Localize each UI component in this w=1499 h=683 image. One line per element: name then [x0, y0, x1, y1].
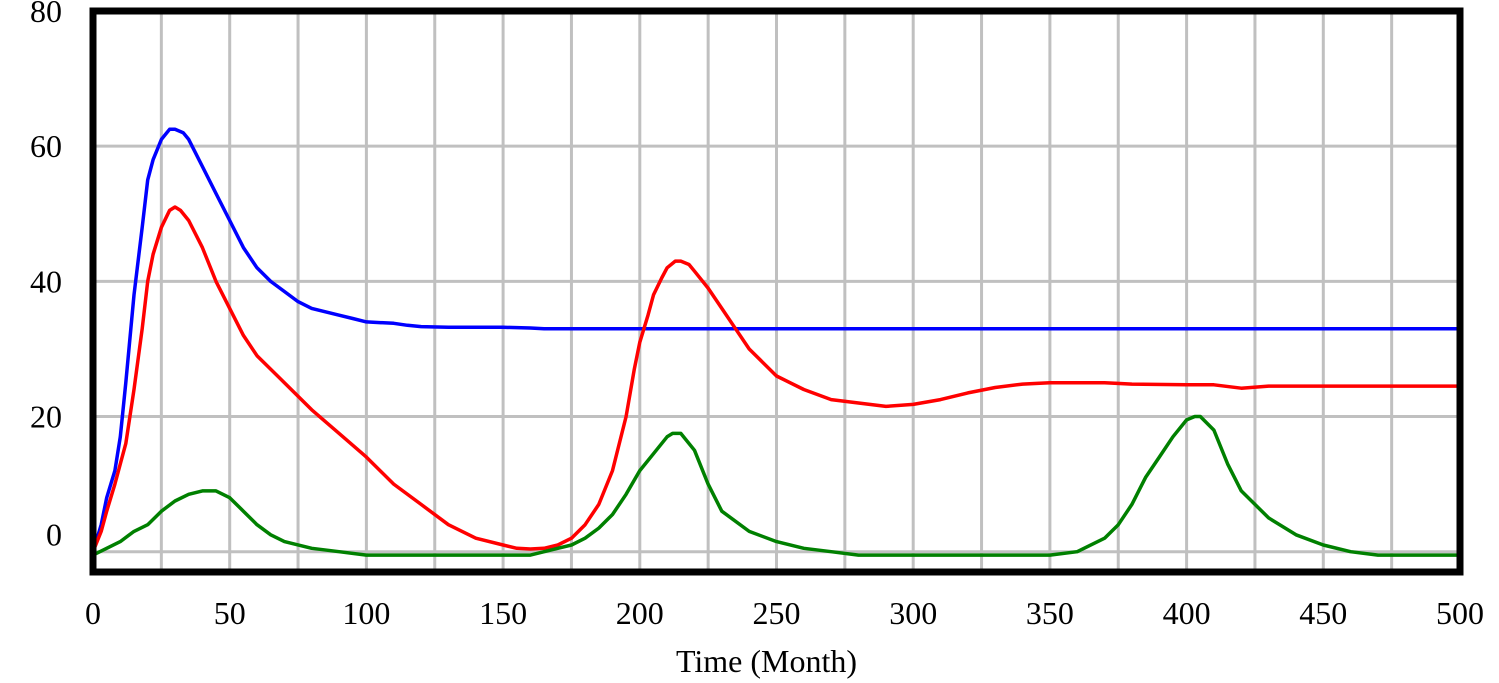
- x-tick-label: 250: [753, 595, 801, 631]
- y-tick-label: 80: [30, 0, 62, 29]
- x-axis-ticks: 0 50 100 150 200 250 300 350 400 450 500: [85, 595, 1484, 631]
- y-axis-ticks: 0 20 40 60 80: [30, 0, 62, 553]
- x-tick-label: 400: [1163, 595, 1211, 631]
- series-line-3: [92, 414, 1460, 557]
- x-tick-label: 100: [342, 595, 390, 631]
- series-line-2: [91, 205, 1460, 553]
- x-tick-label: 0: [85, 595, 101, 631]
- series-line-1: [91, 127, 1460, 553]
- series-lines: [91, 127, 1460, 557]
- x-tick-label: 450: [1299, 595, 1347, 631]
- x-tick-label: 200: [616, 595, 664, 631]
- y-tick-label: 20: [30, 399, 62, 435]
- x-axis-label: Time (Month): [676, 643, 857, 679]
- y-tick-label: 0: [46, 517, 62, 553]
- plot-frame: [89, 7, 1464, 576]
- x-tick-label: 300: [889, 595, 937, 631]
- x-tick-label: 50: [214, 595, 246, 631]
- x-tick-label: 350: [1026, 595, 1074, 631]
- x-tick-label: 150: [479, 595, 527, 631]
- x-tick-label: 500: [1436, 595, 1484, 631]
- y-tick-label: 40: [30, 263, 62, 299]
- y-tick-label: 60: [30, 128, 62, 164]
- grid-lines: [93, 11, 1460, 572]
